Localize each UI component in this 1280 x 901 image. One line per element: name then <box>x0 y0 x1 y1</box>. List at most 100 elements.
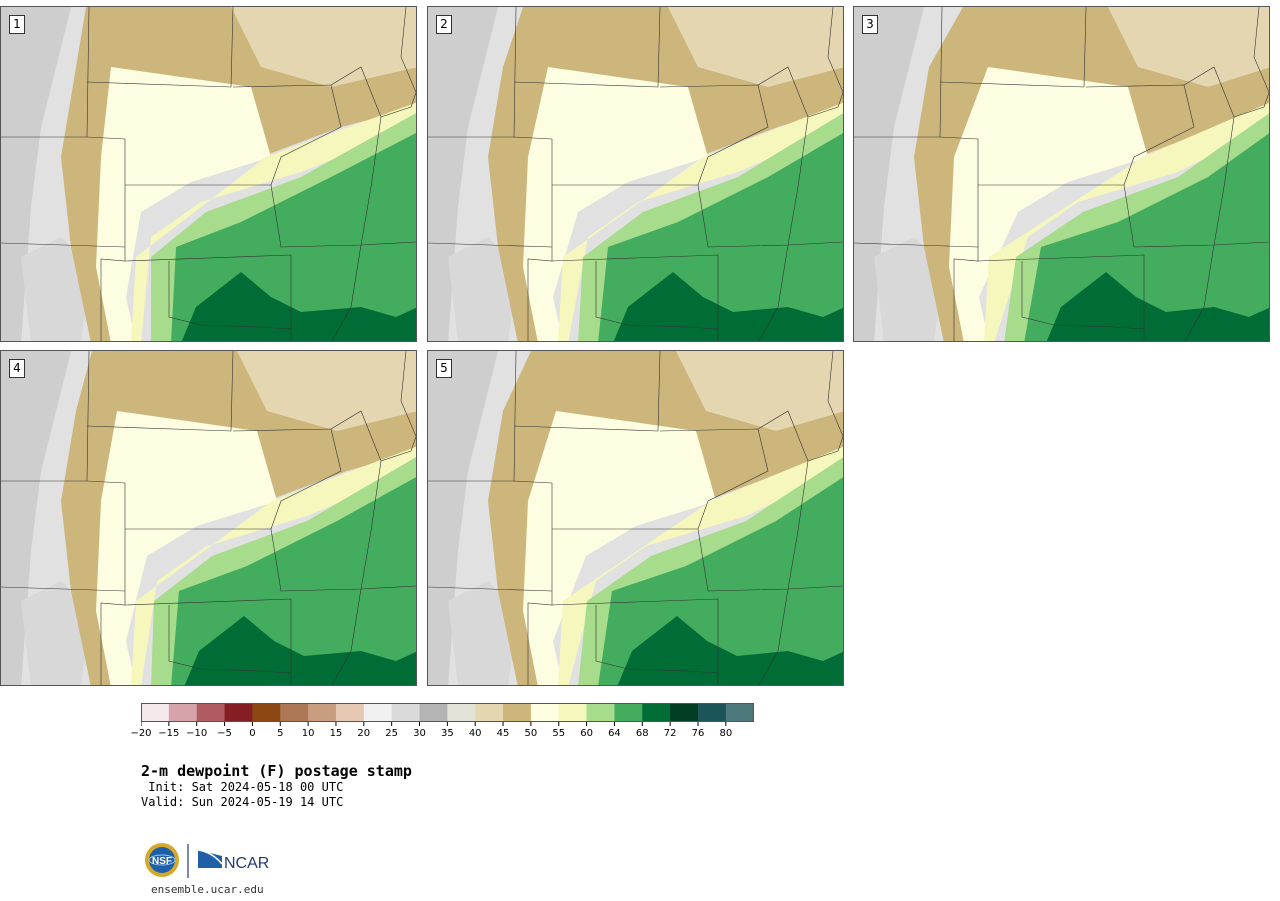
state-border <box>124 254 292 341</box>
colorbar-swatch <box>168 703 197 722</box>
dewpoint-68-region <box>613 272 843 341</box>
state-border <box>232 428 342 530</box>
colorbar-swatch <box>308 703 337 722</box>
dewpoint-50-region <box>523 67 708 341</box>
high-terrain-region <box>428 7 498 341</box>
state-border <box>86 351 126 685</box>
terrain-region <box>874 237 944 341</box>
state-border <box>757 410 809 685</box>
dewpoint-map-4 <box>1 351 416 685</box>
dewpoint-40-region <box>231 7 416 87</box>
high-terrain-region <box>1 7 71 341</box>
colorbar-tick-label: 76 <box>691 728 705 739</box>
dewpoint-map-5 <box>428 351 843 685</box>
member-label: 3 <box>862 15 878 34</box>
colorbar-swatch <box>335 703 365 722</box>
state-border <box>659 84 769 186</box>
dewpoint-55-region <box>131 102 416 341</box>
dewpoint-68-region <box>184 616 416 685</box>
state-border <box>86 351 234 432</box>
member-label: 2 <box>436 15 452 34</box>
colorbar-tick-label: 10 <box>301 728 315 739</box>
state-border <box>1183 66 1235 341</box>
dewpoint-50-region <box>96 411 277 685</box>
state-border <box>595 605 719 674</box>
dewpoint-50-region <box>523 411 716 685</box>
colorbar-tick-label: 15 <box>329 728 343 739</box>
state-border <box>939 7 979 341</box>
colorbar-swatch <box>725 703 754 722</box>
high-terrain-region <box>854 7 924 341</box>
state-border <box>977 254 1145 341</box>
colorbar-swatch <box>670 703 699 722</box>
colorbar-tick-label: 5 <box>277 728 284 739</box>
high-terrain-region <box>1 351 71 685</box>
colorbar-tick-label: 60 <box>580 728 593 739</box>
colorbar-swatch <box>530 703 560 722</box>
state-border <box>827 351 843 438</box>
state-border <box>428 242 553 248</box>
state-border <box>380 435 416 462</box>
dewpoint-map-1 <box>1 7 416 341</box>
state-border <box>1233 91 1269 118</box>
state-border <box>551 254 719 341</box>
member-panel-5: 5 <box>427 350 844 686</box>
state-border <box>513 351 661 432</box>
colorbar-tick-label: −15 <box>158 728 180 739</box>
colorbar-swatch <box>558 703 587 722</box>
state-border <box>1 586 126 592</box>
colorbar-tick-label: 35 <box>440 728 454 739</box>
colorbar-swatch <box>475 703 504 722</box>
state-border <box>697 184 843 248</box>
state-border <box>380 91 416 118</box>
state-border <box>697 528 843 592</box>
colorbar-swatch <box>614 703 643 722</box>
colorbar-swatch <box>391 703 420 722</box>
member-panel-1: 1 <box>0 6 417 342</box>
state-border <box>330 66 382 341</box>
state-border <box>86 7 126 341</box>
state-border <box>400 351 416 438</box>
nsf-ncar-logo: NSF NCAR <box>145 843 269 878</box>
colorbar-tick-label: 45 <box>496 728 510 739</box>
state-border <box>168 605 292 674</box>
nsf-text: NSF <box>152 856 172 867</box>
state-border <box>1 242 126 248</box>
colorbar-swatch <box>642 703 671 722</box>
state-border <box>1253 7 1269 94</box>
dewpoint-55-region <box>984 102 1269 341</box>
state-border <box>232 84 342 186</box>
state-border <box>330 410 382 685</box>
member-label: 1 <box>9 15 25 34</box>
colorbar-tick-label: 25 <box>385 728 399 739</box>
valid-time: Valid: Sun 2024-05-19 14 UTC <box>141 795 344 809</box>
colorbar-swatch <box>252 703 281 722</box>
footer-url: ensemble.ucar.edu <box>151 883 264 896</box>
terrain-region <box>448 581 518 685</box>
state-border <box>513 7 661 88</box>
colorbar-tick-label: 55 <box>552 728 566 739</box>
ncar-text: NCAR <box>224 855 269 872</box>
colorbar-border <box>141 703 754 722</box>
terrain-region <box>21 581 91 685</box>
dewpoint-map-3 <box>854 7 1269 341</box>
state-border <box>1123 184 1269 248</box>
colorbar-swatch <box>224 703 253 722</box>
dewpoint-map-2 <box>428 7 843 341</box>
state-border <box>270 528 416 592</box>
nsf-seal-icon: NSF <box>145 843 179 877</box>
state-border <box>1085 84 1195 186</box>
colorbar-tick-label: 72 <box>663 728 677 739</box>
dewpoint-55-region <box>558 102 843 341</box>
colorbar-swatch <box>363 703 392 722</box>
state-border <box>551 598 719 685</box>
state-border <box>854 242 979 248</box>
colorbar-swatch <box>503 703 532 722</box>
colorbar-swatch <box>419 703 448 722</box>
state-border <box>428 586 553 592</box>
figure-title: 2-m dewpoint (F) postage stamp <box>141 762 412 780</box>
member-label: 5 <box>436 359 452 378</box>
state-border <box>807 91 843 118</box>
state-border <box>827 7 843 94</box>
state-border <box>659 428 769 530</box>
